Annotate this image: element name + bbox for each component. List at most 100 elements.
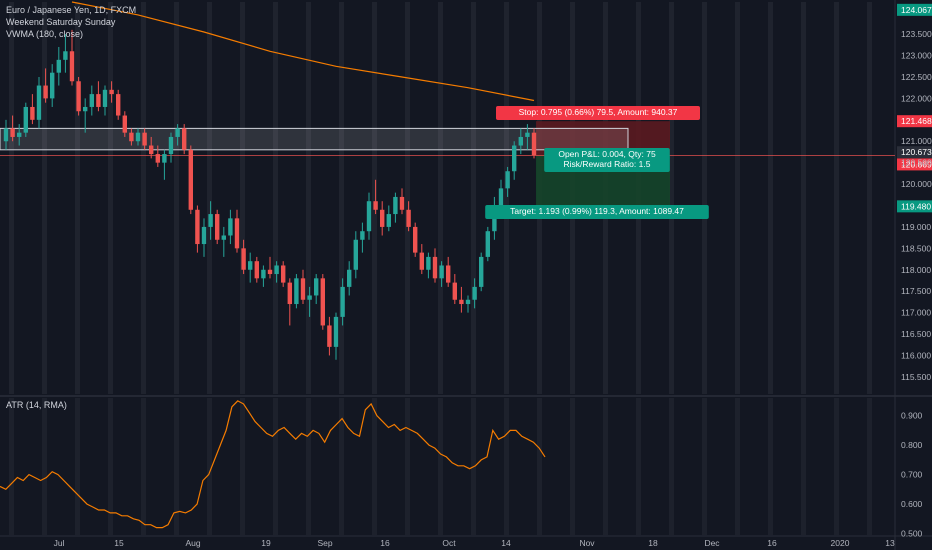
candle[interactable] <box>175 128 180 137</box>
candle[interactable] <box>155 154 160 163</box>
candle[interactable] <box>512 145 517 172</box>
candle[interactable] <box>406 209 411 227</box>
candle[interactable] <box>122 115 127 133</box>
candle[interactable] <box>426 256 431 270</box>
candle[interactable] <box>10 128 15 137</box>
candle[interactable] <box>102 89 108 107</box>
price-tag-124.067[interactable] <box>897 3 932 16</box>
candle[interactable] <box>366 201 372 232</box>
candle[interactable] <box>505 171 510 189</box>
candle[interactable] <box>221 235 226 240</box>
candle[interactable] <box>446 265 451 283</box>
candle[interactable] <box>413 226 418 253</box>
candle[interactable] <box>234 218 240 249</box>
candle[interactable] <box>76 81 81 112</box>
candle[interactable] <box>353 239 358 270</box>
candle[interactable] <box>360 231 365 240</box>
candle[interactable] <box>69 51 75 82</box>
candle[interactable] <box>327 325 332 347</box>
candle[interactable] <box>56 59 61 73</box>
candle[interactable] <box>182 128 187 150</box>
candle[interactable] <box>432 256 438 279</box>
candle[interactable] <box>208 214 213 227</box>
candle[interactable] <box>188 149 193 210</box>
candle[interactable] <box>479 256 484 287</box>
candle[interactable] <box>142 132 147 146</box>
candle[interactable] <box>485 231 490 257</box>
candle[interactable] <box>347 269 352 287</box>
candle[interactable] <box>195 209 200 245</box>
price-tag-120.673[interactable] <box>897 146 932 159</box>
candle[interactable] <box>162 154 167 163</box>
weekend-band-atr <box>405 398 410 535</box>
candle[interactable] <box>215 214 220 240</box>
candle[interactable] <box>168 136 174 155</box>
vwma-indicator-label[interactable]: VWMA (180, close) <box>6 29 84 39</box>
candle[interactable] <box>241 248 246 270</box>
candle[interactable] <box>116 94 121 116</box>
weekend-band <box>702 2 707 394</box>
price-tag-119.480[interactable] <box>897 200 932 213</box>
candle[interactable] <box>314 278 319 296</box>
stop-label-text: Stop: 0.795 (0.66%) 79.5, Amount: 940.37 <box>519 107 678 117</box>
candle[interactable] <box>30 106 35 120</box>
candle[interactable] <box>254 261 259 279</box>
candle[interactable] <box>50 72 55 99</box>
candle[interactable] <box>525 132 530 137</box>
candle[interactable] <box>399 196 405 210</box>
atr-indicator-label[interactable]: ATR (14, RMA) <box>6 400 67 410</box>
candle[interactable] <box>287 282 292 305</box>
weekend-band-atr <box>174 398 179 535</box>
candle[interactable] <box>386 214 391 227</box>
candle[interactable] <box>43 85 48 99</box>
candle[interactable] <box>452 282 457 300</box>
candle[interactable] <box>294 278 299 305</box>
candle[interactable] <box>36 85 42 120</box>
candle[interactable] <box>459 299 464 305</box>
candle[interactable] <box>333 316 339 347</box>
candle[interactable] <box>201 226 207 245</box>
candle[interactable] <box>531 132 537 156</box>
candle[interactable] <box>340 286 345 317</box>
candle[interactable] <box>307 295 312 300</box>
candle[interactable] <box>109 89 114 95</box>
candle[interactable] <box>248 261 253 270</box>
candle[interactable] <box>320 278 325 326</box>
candle[interactable] <box>300 278 306 300</box>
candle[interactable] <box>23 106 28 133</box>
price-tag-121.468[interactable] <box>897 115 932 128</box>
candle[interactable] <box>89 94 94 107</box>
candle[interactable] <box>518 136 523 146</box>
candle[interactable] <box>274 265 279 275</box>
candle[interactable] <box>17 132 22 137</box>
symbol-title[interactable]: Euro / Japanese Yen, 1D, FXCM <box>6 5 137 15</box>
resistance-zone-rectangle[interactable] <box>0 127 629 151</box>
candle[interactable] <box>380 209 385 227</box>
candle[interactable] <box>63 51 68 60</box>
candle[interactable] <box>472 286 477 300</box>
candle[interactable] <box>261 269 266 279</box>
candle[interactable] <box>393 196 398 215</box>
candle[interactable] <box>129 132 134 142</box>
candle[interactable] <box>83 106 88 112</box>
vwma-line[interactable] <box>71 1 535 102</box>
candle[interactable] <box>419 252 424 270</box>
pnl-label-text: Risk/Reward Ratio: 1.5 <box>564 159 651 169</box>
session-indicator-label[interactable]: Weekend Saturday Sunday <box>6 17 116 27</box>
candle[interactable] <box>439 265 444 279</box>
candle[interactable] <box>267 269 273 275</box>
candle[interactable] <box>135 132 141 142</box>
candle[interactable] <box>228 218 233 236</box>
candle[interactable] <box>281 265 286 283</box>
candle[interactable] <box>3 128 9 142</box>
atr-line[interactable] <box>0 400 546 529</box>
candle[interactable] <box>498 188 504 206</box>
weekend-band <box>735 2 740 394</box>
candle[interactable] <box>373 201 378 210</box>
candle[interactable] <box>149 145 154 155</box>
price-tag-120.669[interactable] <box>897 158 932 171</box>
candle[interactable] <box>465 299 471 305</box>
candle[interactable] <box>96 94 101 107</box>
